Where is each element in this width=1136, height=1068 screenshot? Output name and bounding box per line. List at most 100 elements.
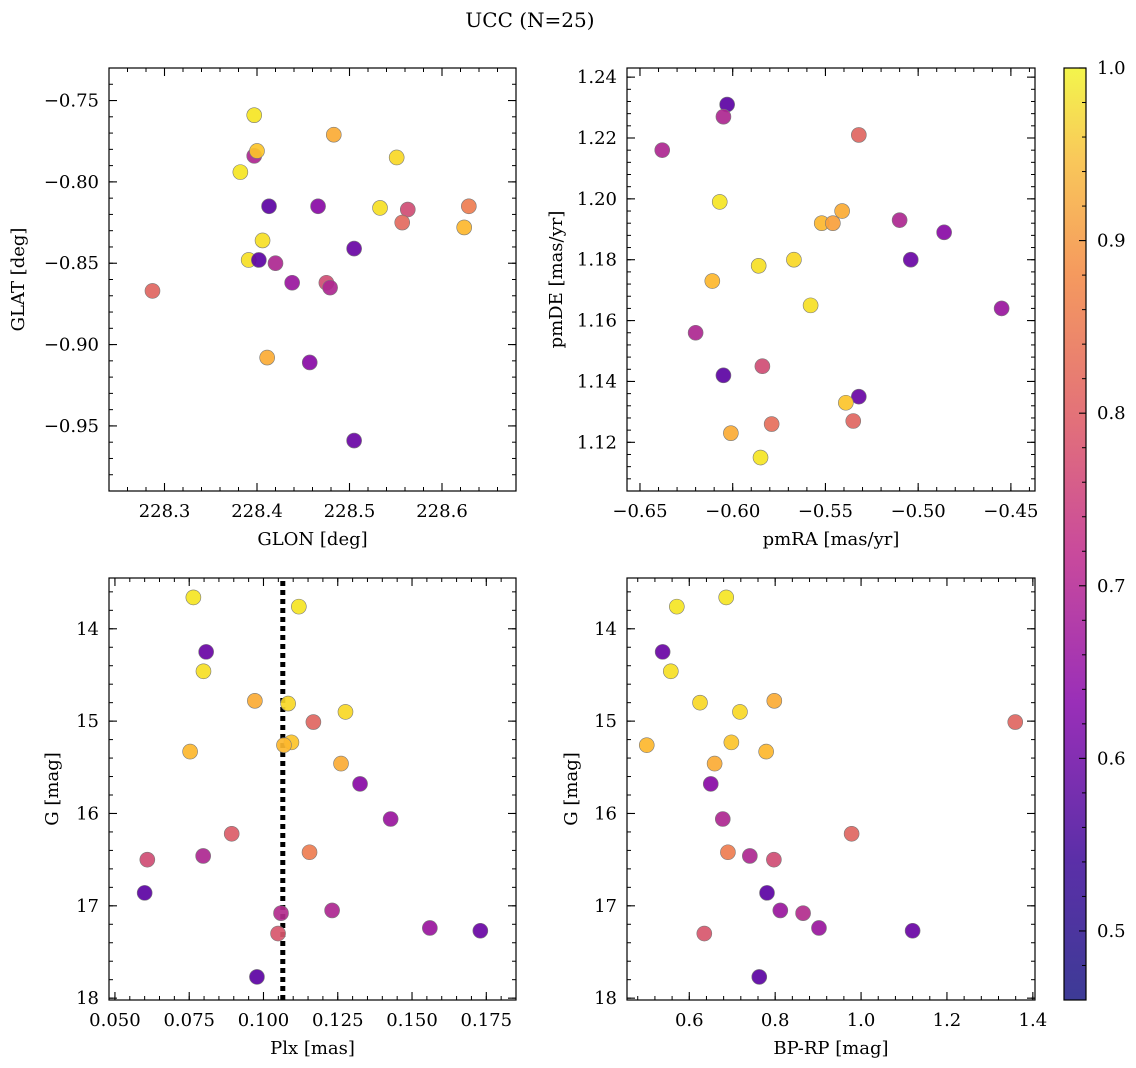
data-point <box>223 825 240 842</box>
x-axis-label: Plx [mas] <box>270 1038 355 1059</box>
colorbar-tick-label: 0.6 <box>1097 748 1126 769</box>
data-point <box>758 743 774 760</box>
data-point <box>638 737 655 753</box>
data-point <box>663 663 679 680</box>
y-tick-label: 18 <box>594 988 617 1009</box>
data-point <box>843 825 860 842</box>
data-point <box>936 224 952 241</box>
data-point <box>337 704 354 720</box>
y-tick-label: 16 <box>594 803 617 824</box>
data-point <box>249 143 265 159</box>
data-point <box>310 198 326 215</box>
x-tick-label: 0.125 <box>312 1010 364 1031</box>
data-point <box>696 925 713 942</box>
data-point <box>472 922 489 939</box>
y-tick-label: −0.75 <box>44 91 99 112</box>
data-point <box>388 149 405 166</box>
x-tick-label: 0.6 <box>675 1010 704 1031</box>
data-point <box>766 851 782 868</box>
data-point <box>394 214 411 231</box>
data-point <box>742 848 758 864</box>
y-tick-label: −0.95 <box>44 416 99 437</box>
x-tick-label: 0.050 <box>89 1010 141 1031</box>
data-point <box>372 200 388 216</box>
data-point <box>333 755 349 772</box>
colorbar-gradient <box>1063 67 1087 1001</box>
data-point <box>714 811 731 827</box>
data-point <box>763 416 780 432</box>
data-point <box>692 694 708 711</box>
data-point <box>273 905 289 921</box>
data-point <box>702 776 719 792</box>
panel-bprp-g: 0.6 0.8 1.0 1.2 1.4 14 15 16 17 18 BP-RP [mag] G [m… <box>561 577 1048 1059</box>
y-tick-label: −0.90 <box>44 335 99 356</box>
x-tick-label: 0.100 <box>238 1010 290 1031</box>
colorbar-tick-label: 1.0 <box>1097 58 1126 79</box>
data-point <box>261 198 277 215</box>
x-tick-label: 228.5 <box>324 501 376 522</box>
data-point <box>276 737 292 753</box>
data-point <box>838 394 854 411</box>
y-axis-label: GLAT [deg] <box>8 228 29 332</box>
y-tick-label: 16 <box>76 803 99 824</box>
data-point <box>752 449 769 466</box>
y-tick-label: 18 <box>76 988 99 1009</box>
data-point <box>904 922 921 939</box>
data-point <box>352 776 368 792</box>
data-point <box>399 201 416 218</box>
y-tick-label: 14 <box>76 619 99 640</box>
data-point <box>324 902 340 919</box>
data-point <box>139 851 156 868</box>
x-tick-label: 228.3 <box>139 501 191 522</box>
y-tick-label: 1.18 <box>577 250 617 271</box>
data-point <box>706 755 723 772</box>
data-point <box>346 432 362 449</box>
data-point <box>754 358 771 375</box>
y-tick-label: 15 <box>76 711 99 732</box>
data-point <box>456 219 473 236</box>
data-point <box>851 127 867 143</box>
x-tick-label: 0.175 <box>461 1010 513 1031</box>
data-point <box>669 598 685 615</box>
data-point <box>711 194 728 210</box>
data-point <box>772 902 789 919</box>
data-point <box>891 212 908 228</box>
data-point <box>247 693 263 709</box>
data-point <box>144 283 161 299</box>
data-point <box>845 413 862 429</box>
data-point <box>301 354 318 371</box>
x-axis-label: BP-RP [mag] <box>773 1038 888 1059</box>
data-point <box>284 274 300 291</box>
data-point <box>1007 714 1024 730</box>
data-point <box>251 252 267 268</box>
y-tick-label: 1.22 <box>577 128 617 149</box>
x-axis-label: GLON [deg] <box>257 529 367 550</box>
x-tick-label: 0.8 <box>761 1010 790 1031</box>
data-point <box>902 251 919 268</box>
data-point <box>195 663 212 680</box>
data-point <box>723 425 739 441</box>
x-tick-label: 228.4 <box>231 501 283 522</box>
data-point <box>322 279 338 296</box>
y-axis-label: G [mag] <box>42 752 63 825</box>
y-tick-label: 1.16 <box>577 311 617 332</box>
data-point <box>254 232 271 249</box>
data-point <box>259 349 275 366</box>
data-point <box>704 273 721 289</box>
x-tick-label: 0.150 <box>386 1010 438 1031</box>
data-point <box>305 714 322 730</box>
y-tick-label: 1.24 <box>577 67 617 88</box>
data-point <box>851 388 867 405</box>
data-point <box>422 920 438 936</box>
y-tick-label: 1.20 <box>577 189 617 210</box>
y-tick-label: −0.80 <box>44 172 99 193</box>
data-point <box>195 848 211 864</box>
colorbar-tick-label: 0.8 <box>1097 403 1126 424</box>
data-point <box>270 925 286 942</box>
x-tick-label: 1.4 <box>1019 1010 1048 1031</box>
data-point <box>654 644 671 660</box>
data-point <box>718 589 735 606</box>
data-point <box>136 885 153 901</box>
data-point <box>750 258 767 274</box>
plot-frame <box>626 577 1036 1001</box>
